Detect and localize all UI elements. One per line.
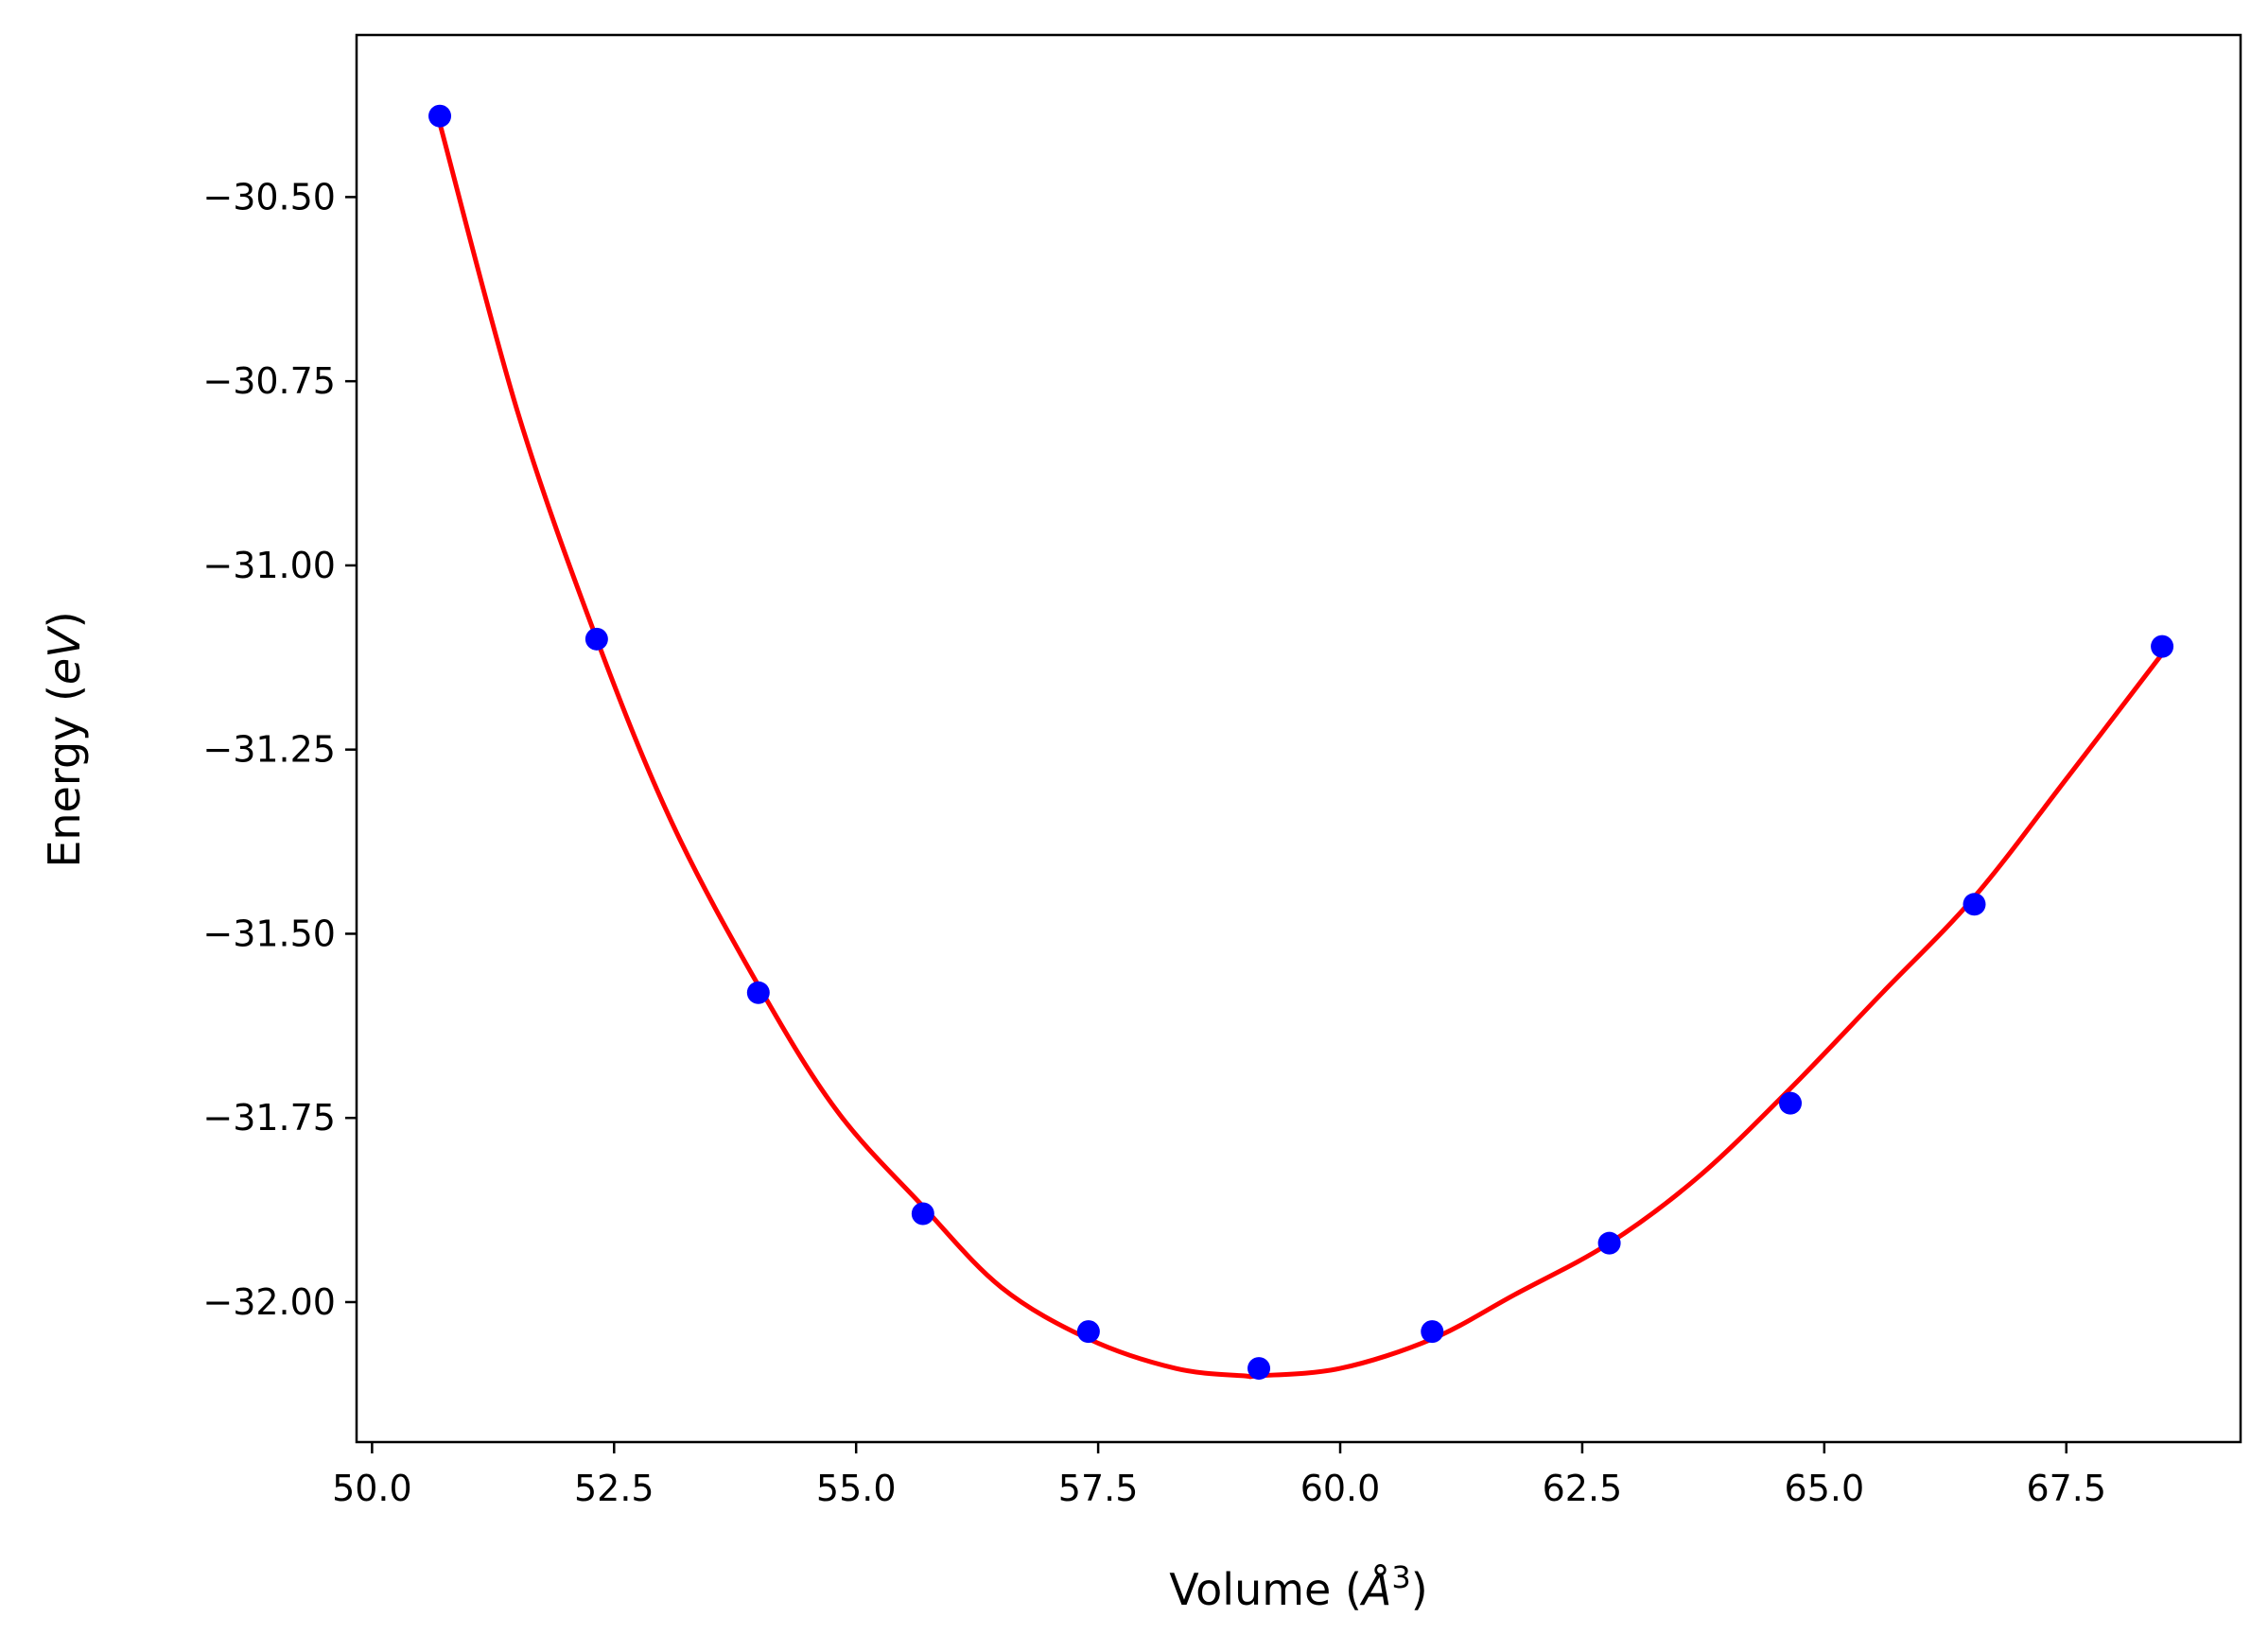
- x-tick-label: 67.5: [2026, 1468, 2106, 1509]
- data-point: [1597, 1231, 1621, 1255]
- data-point: [584, 627, 608, 651]
- x-tick-label: 52.5: [574, 1468, 654, 1509]
- y-tick-label: −32.00: [202, 1281, 336, 1323]
- data-point: [1779, 1091, 1803, 1115]
- plot-area: [355, 33, 2242, 1444]
- x-axis: 50.0 52.5 55.0 57.5 60.0 62.5 65.0 67.5: [332, 1442, 2106, 1509]
- y-tick-label: −30.50: [202, 176, 336, 217]
- x-tick-label: 62.5: [1543, 1468, 1623, 1509]
- y-tick-label: −31.50: [202, 913, 336, 954]
- data-point: [1963, 893, 1986, 916]
- y-axis-title: Energy (eV): [39, 611, 90, 867]
- y-tick-label: −30.75: [202, 360, 336, 402]
- fit-curve-layer: [437, 122, 2165, 1380]
- data-point: [428, 104, 452, 128]
- data-point: [911, 1202, 934, 1226]
- data-point: [1076, 1320, 1100, 1344]
- y-tick-label: −31.00: [202, 545, 336, 586]
- x-tick-label: 65.0: [1785, 1468, 1865, 1509]
- data-point: [1421, 1320, 1444, 1344]
- x-tick-label: 50.0: [332, 1468, 412, 1509]
- data-point: [746, 981, 770, 1004]
- x-tick-label: 55.0: [816, 1468, 897, 1509]
- y-tick-label: −31.25: [202, 729, 336, 771]
- data-point: [2151, 635, 2174, 658]
- x-tick-label: 57.5: [1058, 1468, 1139, 1509]
- y-axis: −30.50 −30.75 −31.00 −31.25 −31.50 −31.75 −32.…: [202, 176, 357, 1323]
- x-tick-label: 60.0: [1300, 1468, 1381, 1509]
- data-point: [1247, 1357, 1271, 1381]
- data-points-layer: [428, 104, 2174, 1381]
- x-axis-title: Volume (Å3): [1169, 1559, 1427, 1615]
- fit-curve: [437, 122, 2165, 1380]
- y-tick-label: −31.75: [202, 1097, 336, 1139]
